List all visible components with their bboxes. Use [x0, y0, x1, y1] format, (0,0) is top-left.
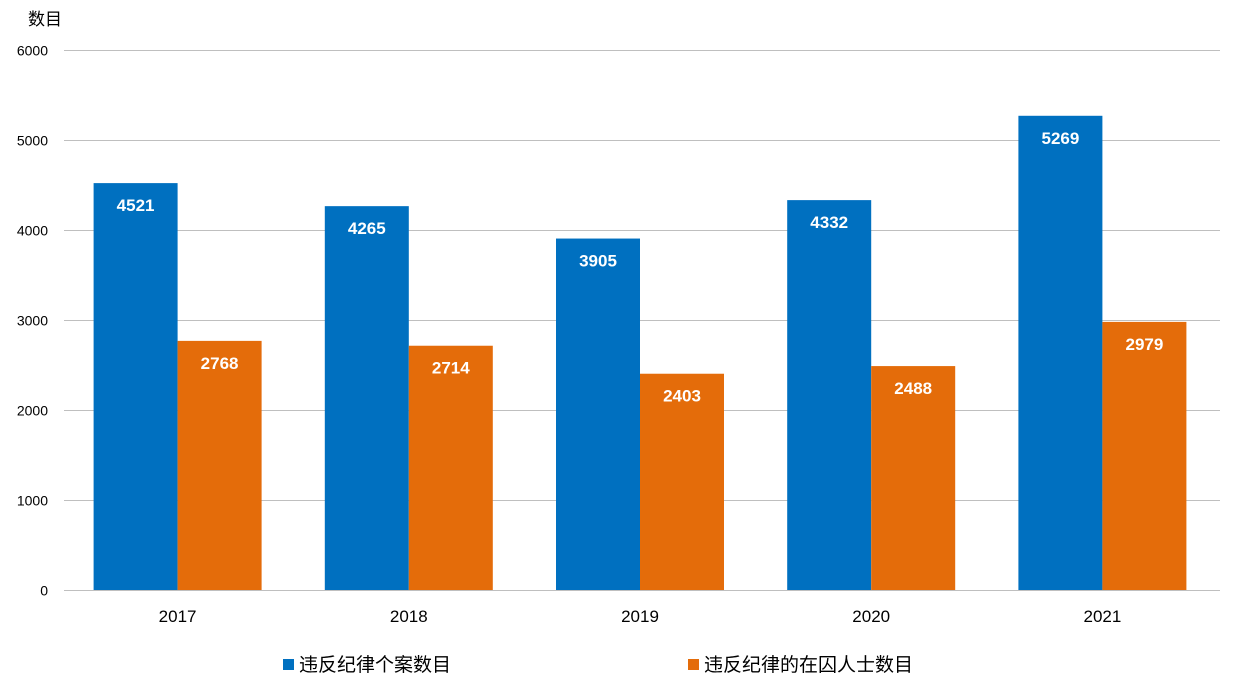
data-label: 4521: [117, 196, 155, 215]
data-label: 3905: [579, 252, 617, 271]
bar-cases-2018: [324, 206, 409, 590]
data-label: 5269: [1041, 129, 1079, 148]
x-tick-label: 2019: [621, 607, 659, 626]
data-label: 4332: [810, 213, 848, 232]
legend-label: 违反纪律个案数目: [299, 654, 451, 676]
legend-swatch: [283, 659, 294, 670]
bar-inmates-2021: [1102, 321, 1187, 590]
data-labels: 4521 2768 4265 2714 3905 2403 4332 2488 5269 2979: [117, 129, 1164, 406]
data-label: 2403: [663, 387, 701, 406]
bar-inmates-2020: [871, 366, 956, 590]
data-label: 2488: [894, 379, 932, 398]
y-tick-label: 6000: [17, 43, 48, 59]
bar-cases-2021: [1018, 115, 1103, 590]
legend: 违反纪律个案数目 违反纪律的在囚人士数目: [283, 654, 913, 676]
y-tick-label: 1000: [17, 493, 48, 509]
bar-cases-2017: [93, 183, 178, 591]
data-label: 4265: [348, 219, 386, 238]
y-tick-label: 0: [40, 583, 48, 599]
bar-cases-2020: [787, 200, 872, 590]
x-tick-label: 2021: [1083, 607, 1121, 626]
x-tick-label: 2018: [390, 607, 428, 626]
legend-swatch: [688, 659, 699, 670]
x-tick-label: 2017: [159, 607, 197, 626]
data-label: 2979: [1125, 335, 1163, 354]
y-tick-label: 3000: [17, 313, 48, 329]
y-tick-label: 2000: [17, 403, 48, 419]
data-label: 2768: [201, 354, 239, 373]
x-tick-label: 2020: [852, 607, 890, 626]
bar-inmates-2017: [177, 340, 262, 590]
bar-inmates-2018: [408, 345, 493, 590]
x-axis-ticks: 2017 2018 2019 2020 2021: [159, 607, 1122, 626]
legend-label: 违反纪律的在囚人士数目: [704, 654, 913, 676]
bar-cases-2019: [556, 238, 640, 591]
y-tick-label: 5000: [17, 133, 48, 149]
bar-inmates-2019: [640, 373, 724, 590]
y-axis-ticks: 0 1000 2000 3000 4000 5000 6000: [17, 43, 48, 599]
bars: [93, 115, 1187, 591]
data-label: 2714: [432, 359, 470, 378]
y-axis-label: 数目: [28, 10, 62, 29]
y-tick-label: 4000: [17, 223, 48, 239]
